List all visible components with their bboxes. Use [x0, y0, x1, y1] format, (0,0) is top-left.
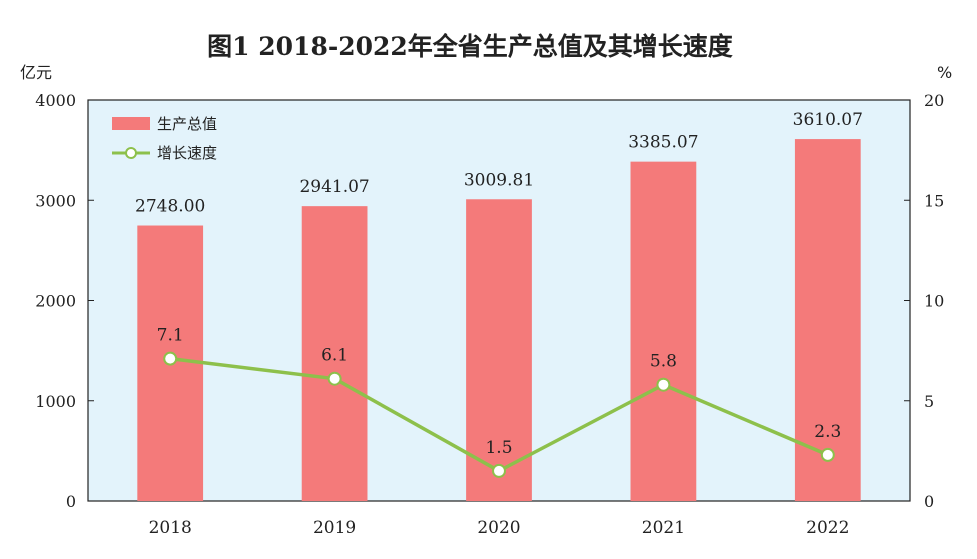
left-tick-label: 0: [66, 492, 76, 511]
line-value-label: 5.8: [650, 352, 677, 372]
right-tick-label: 10: [924, 292, 944, 311]
legend-swatch-bar: [112, 117, 150, 130]
line-value-label: 1.5: [485, 438, 512, 458]
category-label: 2018: [149, 518, 192, 538]
left-axis-unit: 亿元: [20, 63, 52, 82]
bar: [466, 199, 532, 501]
line-point: [492, 463, 506, 478]
left-tick-label: 1000: [35, 392, 76, 411]
left-tick-label: 3000: [35, 191, 76, 210]
category-labels: 2018 2019 2020 2021 2022: [149, 518, 850, 538]
legend-label-line: 增长速度: [157, 144, 217, 162]
legend-swatch-marker: [125, 147, 137, 159]
bar: [301, 206, 368, 502]
line-value-label: 7.1: [157, 326, 184, 346]
bar-series: 2748.00 2941.07 3009.81 3385.07 3610.07: [135, 110, 863, 502]
right-tick-label: 5: [924, 392, 934, 411]
left-axis-ticks: 0 1000 2000 3000 4000: [35, 91, 94, 511]
line-point: [163, 351, 178, 366]
bar-value-label: 3009.81: [464, 170, 534, 190]
bar: [794, 139, 861, 501]
left-tick-label: 4000: [35, 91, 76, 110]
bar: [630, 161, 697, 501]
bar-value-label: 3385.07: [628, 133, 698, 153]
line-point: [327, 371, 342, 386]
left-tick-label: 2000: [35, 292, 76, 311]
bar-value-label: 2748.00: [135, 197, 205, 217]
category-label: 2019: [313, 518, 356, 538]
category-label: 2021: [642, 518, 685, 538]
line-series: 7.1 6.1 1.5 5.8 2.3: [157, 326, 841, 478]
right-tick-label: 0: [924, 492, 934, 511]
line-value-label: 6.1: [321, 346, 348, 366]
line-point: [656, 377, 671, 392]
line-value-label: 2.3: [814, 422, 841, 442]
chart-title: 图1 2018-2022年全省生产总值及其增长速度: [207, 32, 733, 61]
legend: 生产总值 增长速度: [112, 115, 217, 162]
bar-value-label: 2941.07: [299, 177, 369, 197]
bar-value-label: 3610.07: [793, 110, 863, 130]
legend-label-bar: 生产总值: [157, 115, 217, 133]
category-label: 2020: [477, 518, 520, 538]
right-axis-ticks: 0 5 10 15 20: [904, 91, 944, 511]
line-point: [820, 447, 835, 462]
right-tick-label: 20: [924, 91, 944, 110]
right-tick-label: 15: [924, 191, 944, 210]
right-axis-unit: %: [937, 63, 952, 82]
category-label: 2022: [806, 518, 849, 538]
